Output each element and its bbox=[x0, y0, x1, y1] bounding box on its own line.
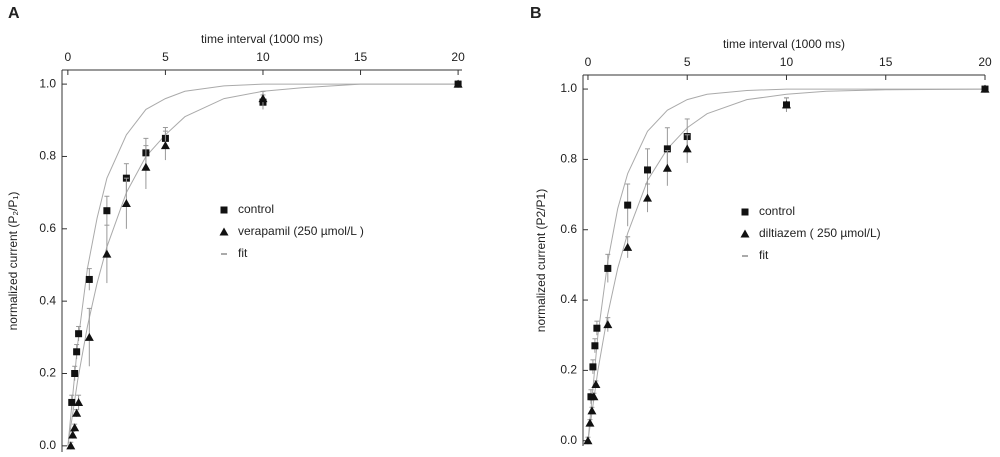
square-marker bbox=[604, 264, 612, 272]
triangle-marker bbox=[66, 441, 76, 450]
legend-label: control bbox=[759, 204, 795, 218]
triangle-marker bbox=[74, 397, 84, 406]
square-marker bbox=[73, 348, 81, 356]
triangle-marker bbox=[587, 406, 597, 415]
legend-label: fit bbox=[759, 248, 769, 262]
square-marker bbox=[75, 330, 83, 338]
triangle-marker bbox=[160, 141, 170, 150]
y-axis-label: normalized current (P2/P1) bbox=[534, 189, 548, 332]
legend-label: verapamil (250 µmol/L ) bbox=[238, 224, 364, 238]
triangle-marker bbox=[682, 144, 692, 153]
y-tick-label: 0.4 bbox=[39, 293, 56, 307]
x-axis-label: time interval (1000 ms) bbox=[723, 37, 845, 51]
y-axis-label: normalized current (P₂/P₁) bbox=[6, 192, 20, 331]
y-tick-label: 0.0 bbox=[39, 438, 56, 452]
x-axis-label: time interval (1000 ms) bbox=[201, 32, 323, 46]
y-tick-label: 1.0 bbox=[560, 81, 577, 95]
legend-label: control bbox=[238, 202, 274, 216]
fit-curve bbox=[67, 83, 459, 446]
triangle-marker bbox=[643, 193, 653, 202]
square-marker bbox=[624, 201, 632, 209]
fit-curve bbox=[587, 88, 986, 441]
triangle-marker bbox=[781, 100, 791, 109]
square-marker bbox=[589, 363, 597, 371]
triangle-marker bbox=[583, 436, 593, 445]
triangle-marker bbox=[84, 332, 94, 341]
y-tick-label: 0.0 bbox=[560, 433, 577, 447]
square-marker bbox=[663, 145, 671, 153]
y-tick-label: 0.2 bbox=[560, 363, 577, 377]
y-tick-label: 0.2 bbox=[39, 366, 56, 380]
triangle-marker bbox=[603, 320, 613, 329]
panel-label: B bbox=[530, 5, 542, 22]
x-tick-label: 10 bbox=[256, 50, 270, 64]
triangle-marker bbox=[121, 198, 131, 207]
x-tick-label: 15 bbox=[354, 50, 368, 64]
y-tick-label: 1.0 bbox=[39, 76, 56, 90]
y-tick-label: 0.8 bbox=[560, 152, 577, 166]
fit-curve bbox=[67, 83, 459, 446]
y-tick-label: 0.4 bbox=[560, 292, 577, 306]
triangle-marker bbox=[980, 84, 990, 93]
triangle-marker bbox=[72, 408, 82, 417]
triangle-marker bbox=[623, 242, 633, 251]
square-marker bbox=[85, 275, 93, 283]
triangle-marker bbox=[585, 418, 595, 427]
panel-label: A bbox=[8, 5, 20, 22]
square-marker bbox=[68, 398, 76, 406]
triangle-marker bbox=[258, 94, 268, 103]
triangle-marker bbox=[662, 163, 672, 172]
triangle-marker bbox=[589, 392, 599, 401]
x-tick-label: 0 bbox=[585, 55, 592, 69]
triangle-marker bbox=[219, 227, 229, 236]
triangle-marker bbox=[68, 430, 78, 439]
x-tick-label: 5 bbox=[684, 55, 691, 69]
x-tick-label: 5 bbox=[162, 50, 169, 64]
square-marker bbox=[591, 342, 599, 350]
y-tick-label: 0.6 bbox=[560, 222, 577, 236]
y-tick-label: 0.6 bbox=[39, 221, 56, 235]
square-marker bbox=[593, 324, 601, 332]
square-marker bbox=[741, 208, 749, 216]
triangle-marker bbox=[102, 249, 112, 258]
fit-curve bbox=[587, 88, 985, 441]
x-tick-label: 10 bbox=[780, 55, 794, 69]
x-tick-label: 0 bbox=[65, 50, 72, 64]
triangle-marker bbox=[141, 162, 151, 171]
triangle-marker bbox=[740, 229, 750, 238]
square-marker bbox=[644, 166, 652, 174]
x-tick-label: 20 bbox=[451, 50, 465, 64]
square-marker bbox=[587, 393, 595, 401]
square-marker bbox=[220, 206, 228, 214]
square-marker bbox=[71, 370, 79, 378]
x-tick-label: 20 bbox=[978, 55, 992, 69]
triangle-marker bbox=[453, 79, 463, 88]
triangle-marker bbox=[70, 423, 80, 432]
x-tick-label: 15 bbox=[879, 55, 893, 69]
triangle-marker bbox=[591, 379, 601, 388]
square-marker bbox=[103, 207, 111, 215]
legend-label: fit bbox=[238, 246, 248, 260]
legend-label: diltiazem ( 250 µmol/L) bbox=[759, 226, 881, 240]
y-tick-label: 0.8 bbox=[39, 149, 56, 163]
